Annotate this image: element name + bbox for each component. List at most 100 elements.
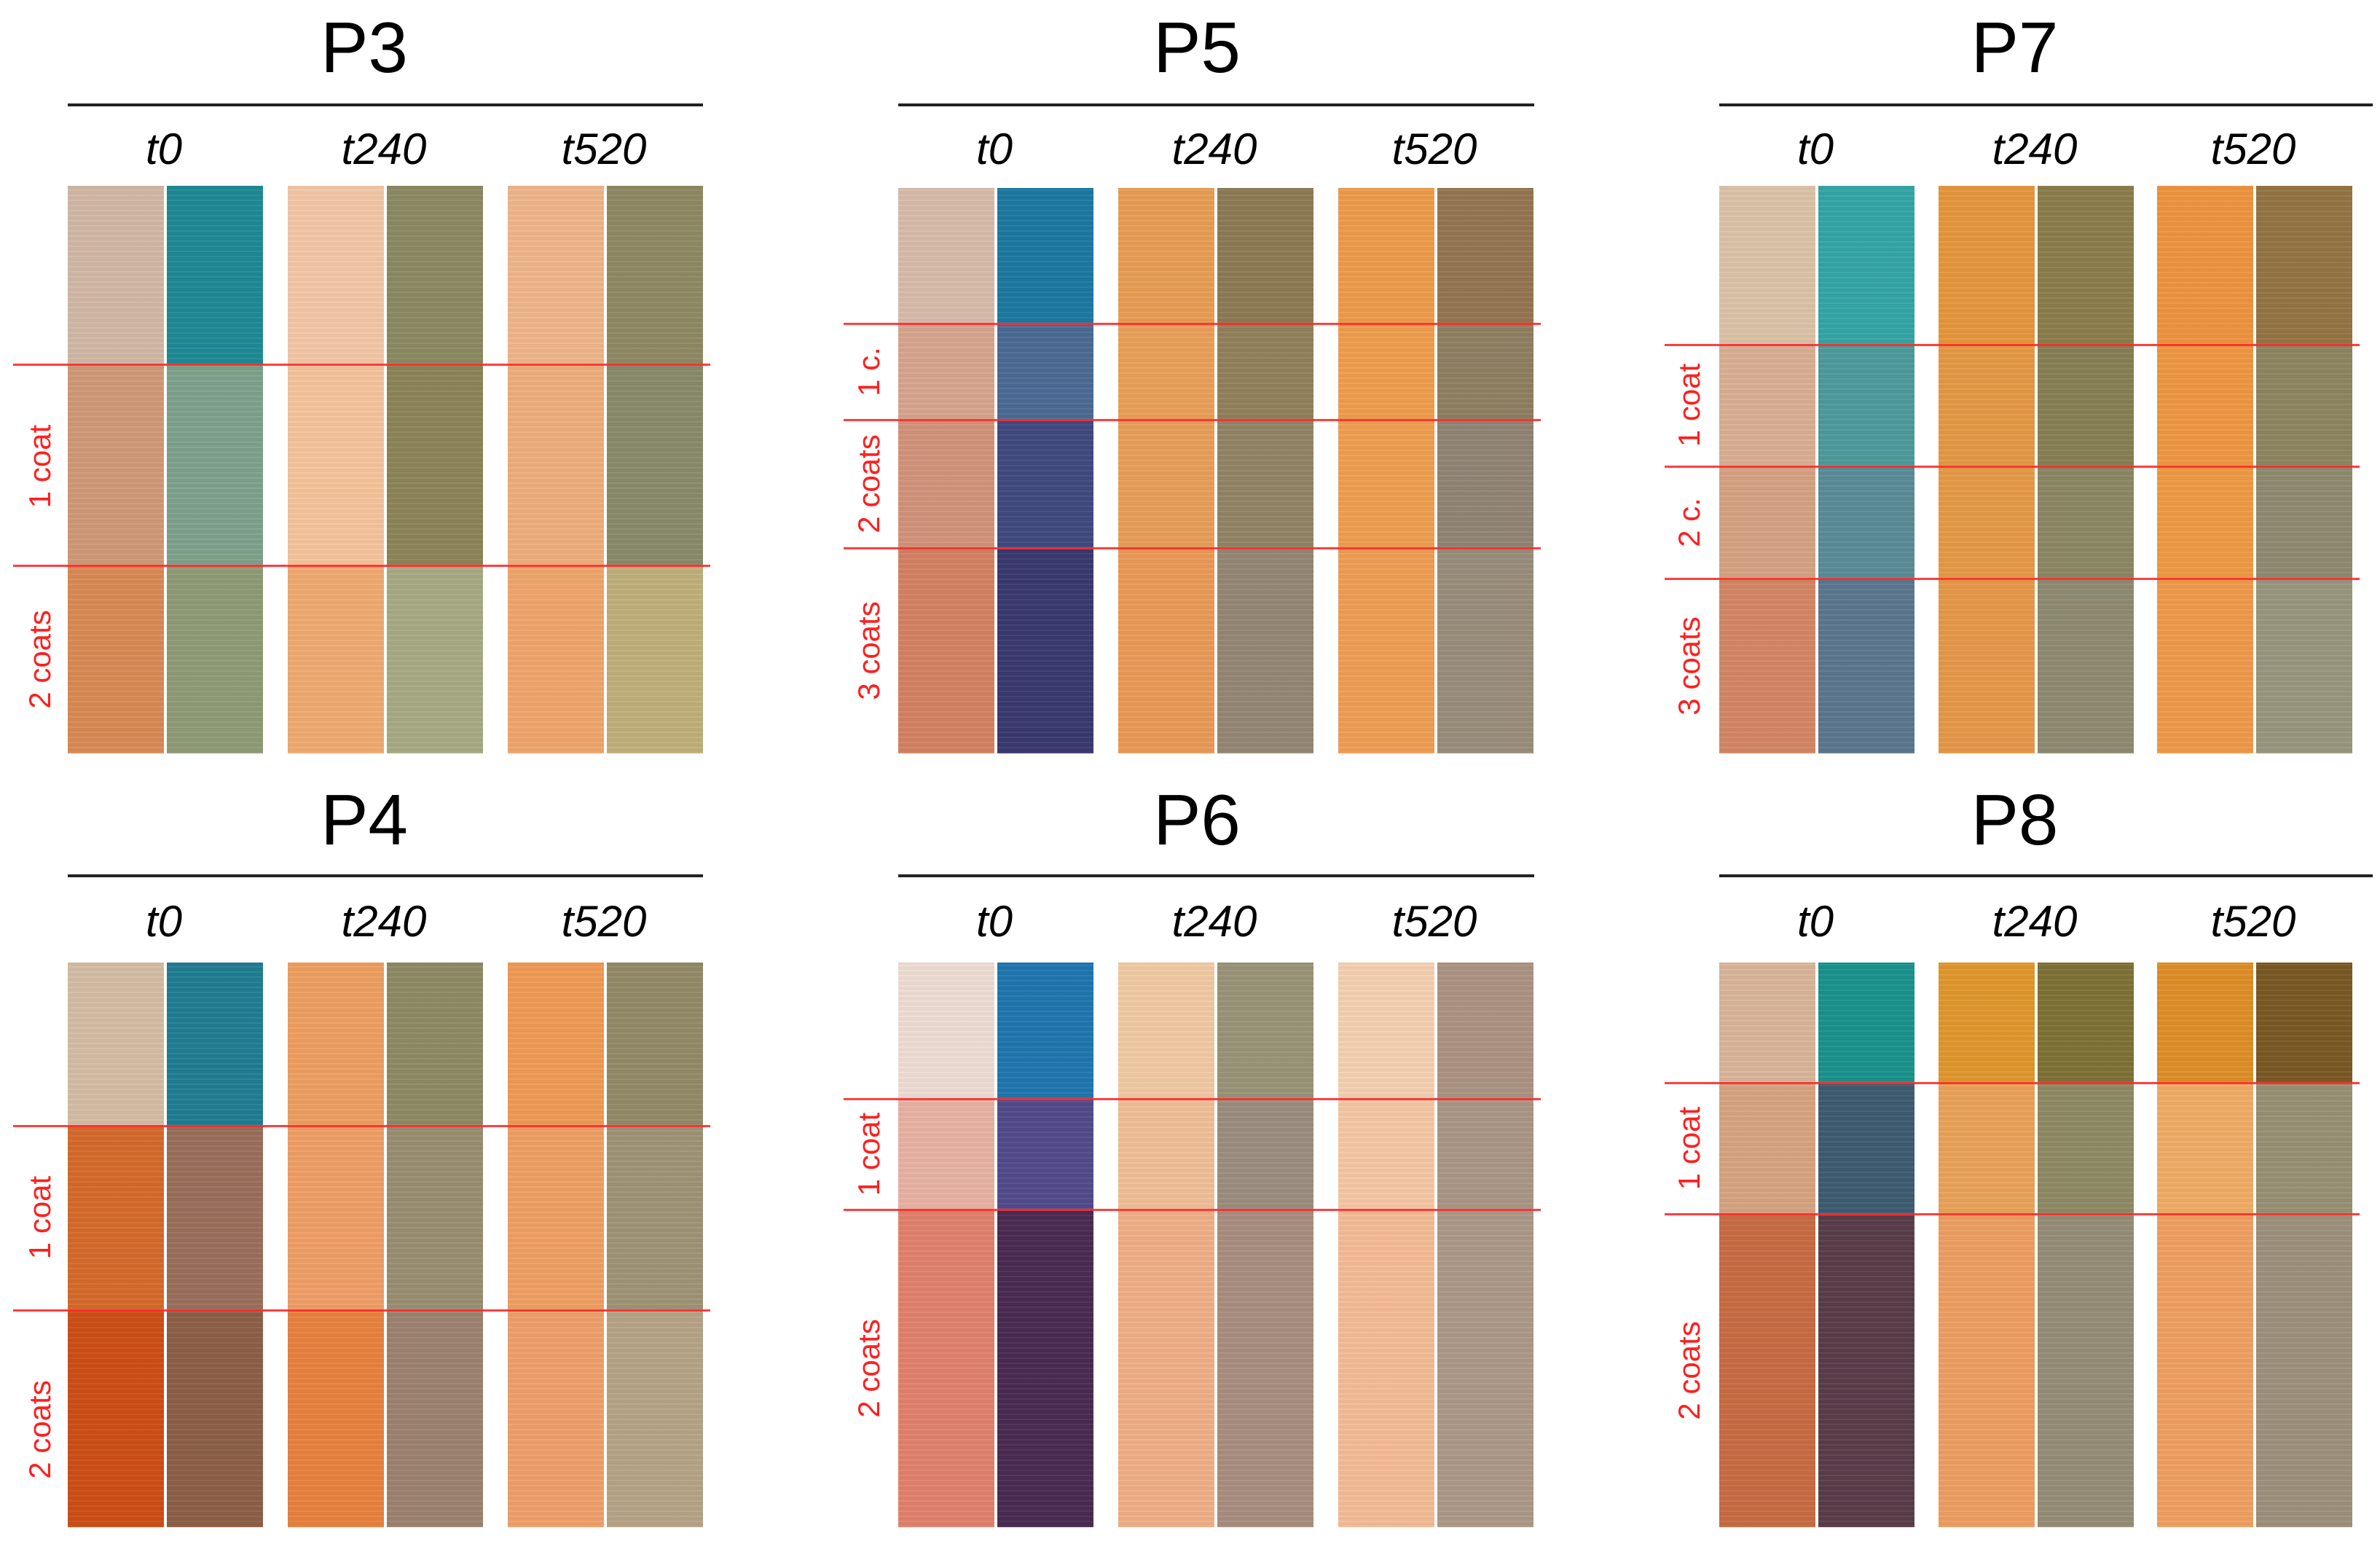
sample-strip [898, 324, 994, 420]
sample-strip [2157, 186, 2253, 345]
coat-label: 1 coat [852, 1112, 886, 1196]
sample-strip [387, 364, 483, 565]
sample-strip [1217, 548, 1313, 753]
title-rule [68, 103, 703, 106]
coat-label: 2 coats [23, 1380, 57, 1479]
panel-title: P6 [1153, 780, 1241, 860]
sample-strip [997, 420, 1093, 548]
sample-strip [1818, 963, 1914, 1083]
coat-label: 1 c. [852, 347, 886, 396]
time-label-t0: t0 [145, 125, 183, 173]
sample-strip [898, 963, 994, 1099]
sample-strip [2157, 963, 2253, 1083]
sample-strip [167, 186, 263, 364]
time-label-t240: t240 [1992, 125, 2078, 173]
title-rule [898, 103, 1534, 106]
sample-strip [68, 186, 164, 364]
time-label-t0: t0 [1796, 125, 1834, 173]
time-label-t240: t240 [341, 897, 427, 946]
sample-strip [1719, 186, 1815, 345]
panel-title: P8 [1971, 780, 2059, 860]
time-label-t520: t520 [1391, 125, 1477, 173]
sample-strip [1338, 324, 1434, 420]
sample-strip [288, 1126, 384, 1310]
sample-strip [288, 1310, 384, 1527]
time-label-t240: t240 [1171, 897, 1257, 946]
sample-strip [387, 1126, 483, 1310]
sample-strip [2038, 466, 2134, 579]
coat-divider-line [13, 1309, 710, 1312]
coat-label: 1 coat [23, 1175, 57, 1260]
sample-strip [1437, 963, 1533, 1099]
sample-strip [1939, 1214, 2035, 1527]
sample-strip [2157, 1214, 2253, 1527]
sample-strip [1818, 579, 1914, 753]
time-label-t520: t520 [1391, 897, 1477, 946]
sample-strip [997, 1099, 1093, 1210]
coat-label: 3 coats [1672, 616, 1706, 716]
sample-strip [2038, 1083, 2134, 1214]
time-label-t0: t0 [1796, 897, 1834, 946]
time-label-t520: t520 [561, 125, 647, 173]
sample-strip [607, 1126, 703, 1310]
sample-strip [898, 1210, 994, 1527]
sample-strip [2256, 579, 2352, 753]
coat-divider-line [844, 323, 1541, 325]
sample-strip [167, 565, 263, 753]
sample-strip [607, 963, 703, 1126]
sample-strip [387, 186, 483, 364]
coat-label: 3 coats [852, 601, 886, 700]
coat-divider-line [1665, 344, 2360, 346]
sample-strip [1818, 466, 1914, 579]
sample-strip [997, 548, 1093, 753]
coat-divider-line [844, 547, 1541, 549]
panel-p6: P6 t0 t240 t520 1 coat 2 coats [833, 772, 1561, 1559]
sample-strip [1118, 324, 1214, 420]
coat-divider-line [844, 419, 1541, 421]
time-label-t0: t0 [975, 125, 1013, 173]
sample-strip [288, 364, 384, 565]
sample-strip [1217, 963, 1313, 1099]
sample-strip [1437, 420, 1533, 548]
sample-strip [1437, 548, 1533, 753]
sample-strip [387, 565, 483, 753]
coat-label: 2 coats [852, 434, 886, 533]
sample-strip [997, 1210, 1093, 1527]
sample-strip [68, 364, 164, 565]
sample-strip [1719, 345, 1815, 466]
coat-divider-line [1665, 466, 2360, 468]
coat-divider-line [13, 565, 710, 567]
sample-strip [1437, 1210, 1533, 1527]
sample-strip [1338, 548, 1434, 753]
sample-strip [1118, 188, 1214, 324]
sample-strip [68, 1126, 164, 1310]
sample-strip [2157, 1083, 2253, 1214]
sample-strip [607, 364, 703, 565]
coat-divider-line [1665, 1213, 2360, 1215]
coat-divider-line [1665, 578, 2360, 580]
sample-strip [1217, 1210, 1313, 1527]
sample-strip [68, 963, 164, 1126]
sample-strip [508, 963, 604, 1126]
sample-strip [1217, 1099, 1313, 1210]
sample-strip [2256, 1083, 2352, 1214]
sample-strip [898, 420, 994, 548]
panel-title: P3 [321, 7, 408, 87]
sample-strip [997, 963, 1093, 1099]
sample-strip [508, 1126, 604, 1310]
sample-strip [288, 565, 384, 753]
sample-strip [1818, 186, 1914, 345]
sample-strip [1719, 579, 1815, 753]
sample-strip [607, 565, 703, 753]
panel-p8: P8 t0 t240 t520 1 coat 2 coats [1649, 772, 2380, 1559]
sample-strip [2256, 1214, 2352, 1527]
sample-strip [1818, 1214, 1914, 1527]
sample-strip [1217, 188, 1313, 324]
sample-strip [1719, 1214, 1815, 1527]
sample-strip [288, 186, 384, 364]
coat-label: 2 coats [852, 1319, 886, 1418]
sample-strip [2157, 466, 2253, 579]
time-label-t520: t520 [2210, 897, 2296, 946]
sample-strip [1217, 420, 1313, 548]
title-rule [898, 874, 1534, 877]
